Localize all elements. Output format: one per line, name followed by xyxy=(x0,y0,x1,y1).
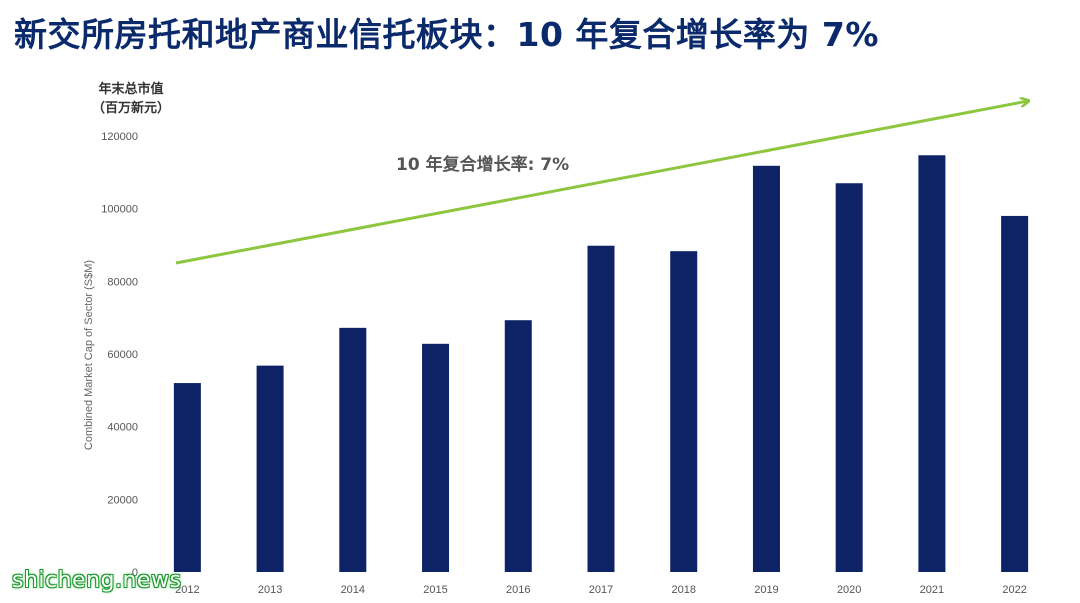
y-tick-label: 120000 xyxy=(101,131,138,143)
y-tick-label: 80000 xyxy=(107,276,138,288)
watermark: shicheng.news xyxy=(12,568,182,593)
bar-2012 xyxy=(173,383,201,572)
x-tick-label: 2016 xyxy=(506,584,530,596)
x-tick-label: 2018 xyxy=(671,584,695,596)
y-tick-label: 100000 xyxy=(101,204,138,216)
x-axis-ticks: 2012 2013 2014 2015 2016 2017 2018 2019 2020 2021… xyxy=(175,584,1027,596)
bar-2020 xyxy=(835,183,863,572)
x-tick-label: 2014 xyxy=(341,584,365,596)
y-axis-title: Combined Market Cap of Sector (S$M) xyxy=(83,260,95,450)
x-tick-label: 2022 xyxy=(1002,584,1026,596)
x-tick-label: 2020 xyxy=(837,584,861,596)
x-tick-label: 2012 xyxy=(175,584,199,596)
bar-2016 xyxy=(504,320,532,572)
y-tick-label: 20000 xyxy=(107,494,138,506)
y-axis-unit-label: 年末总市值 （百万新元） xyxy=(92,80,170,118)
page-title: 新交所房托和地产商业信托板块：10 年复合增长率为 7% xyxy=(14,15,879,54)
bar-2015 xyxy=(422,343,450,572)
x-tick-label: 2015 xyxy=(423,584,447,596)
x-tick-label: 2021 xyxy=(920,584,944,596)
bar-2022 xyxy=(1001,215,1029,572)
y-axis-unit-line2: （百万新元） xyxy=(92,101,171,116)
x-tick-label: 2017 xyxy=(589,584,613,596)
bar-2018 xyxy=(670,251,698,572)
y-axis-unit-line1: 年末总市值 xyxy=(98,82,164,97)
bar-2014 xyxy=(339,327,367,572)
bar-2019 xyxy=(752,165,780,572)
bar-2017 xyxy=(587,245,615,572)
y-tick-label: 40000 xyxy=(107,422,138,434)
trend-label: 10 年复合增长率: 7% xyxy=(396,154,569,175)
trend-arrow xyxy=(175,101,1028,265)
bar-2021 xyxy=(918,155,946,573)
y-tick-label: 0 xyxy=(132,567,138,579)
y-axis-ticks: 0 20000 40000 60000 80000 100000 120000 xyxy=(101,131,138,579)
x-tick-label: 2019 xyxy=(754,584,778,596)
y-tick-label: 60000 xyxy=(107,349,138,361)
bars-group xyxy=(173,155,1029,573)
x-tick-label: 2013 xyxy=(258,584,282,596)
bar-2013 xyxy=(256,365,284,572)
